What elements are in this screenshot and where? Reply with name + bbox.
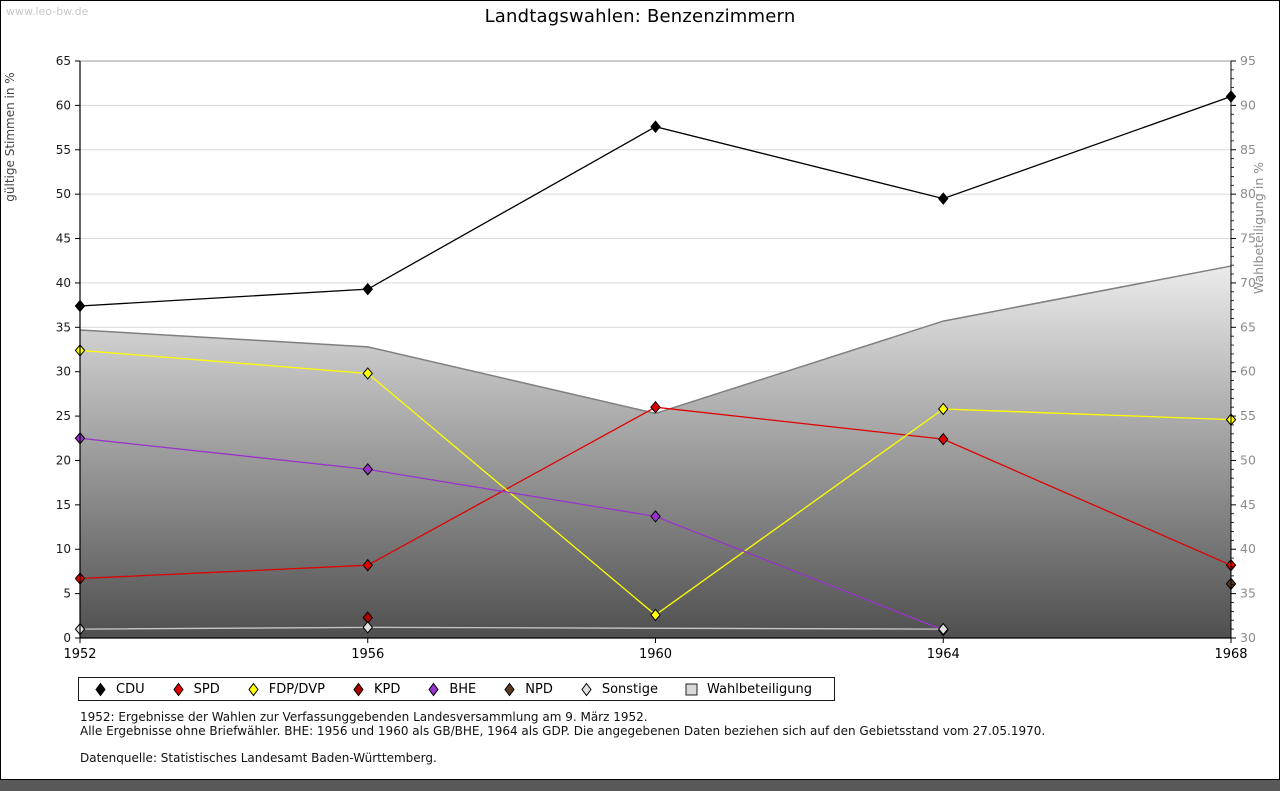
legend-marker-sonstige-icon	[581, 682, 592, 696]
legend-item-bhe: BHE	[426, 682, 476, 697]
svg-text:95: 95	[1240, 53, 1256, 68]
legend-item-wahlbeteiligung: Wahlbeteiligung	[684, 682, 812, 697]
footnote-line-1: 1952: Ergebnisse der Wahlen zur Verfassu…	[80, 710, 648, 724]
svg-text:90: 90	[1240, 97, 1256, 112]
svg-text:30: 30	[1240, 630, 1256, 645]
legend-label-cdu: CDU	[116, 681, 145, 697]
svg-text:70: 70	[1240, 275, 1256, 290]
svg-text:50: 50	[56, 187, 71, 201]
svg-text:55: 55	[56, 143, 71, 157]
legend-label-bhe: BHE	[449, 681, 477, 697]
bottom-bar	[0, 780, 1280, 791]
svg-text:75: 75	[1240, 231, 1256, 246]
svg-text:45: 45	[1240, 497, 1256, 512]
legend-item-sonstige: Sonstige	[579, 682, 658, 697]
footnote-line-2: Alle Ergebnisse ohne Briefwähler. BHE: 1…	[80, 724, 1046, 738]
legend-label-kpd: KPD	[373, 681, 401, 697]
svg-text:50: 50	[1240, 452, 1256, 467]
legend-label-spd: SPD	[193, 681, 220, 697]
legend-marker-npd-icon	[504, 682, 515, 696]
svg-text:80: 80	[1240, 186, 1256, 201]
legend-marker-spd-icon	[172, 682, 184, 696]
legend-marker-cdu-icon	[95, 682, 106, 696]
legend-item-fdp-dvp: FDP/DVP	[246, 682, 325, 697]
svg-text:10: 10	[56, 542, 71, 556]
svg-text:65: 65	[1240, 319, 1256, 334]
svg-text:25: 25	[56, 409, 71, 423]
svg-text:45: 45	[56, 232, 71, 246]
svg-text:60: 60	[56, 98, 71, 112]
legend-label-fdp-dvp: FDP/DVP	[268, 681, 325, 697]
svg-text:1960: 1960	[639, 647, 672, 662]
svg-text:65: 65	[56, 54, 71, 68]
chart-legend: CDU SPD FDP/DVP KPD BHE NPD Sonstige Wahlbeteil…	[78, 677, 835, 701]
svg-text:1964: 1964	[927, 647, 960, 662]
svg-text:0: 0	[63, 631, 71, 645]
legend-item-npd: NPD	[502, 682, 553, 697]
election-chart-canvas: 0 5 10 15 20 25 30 35 40 45 50 55 60 65 30 35 40 45 50 55 60…	[3, 53, 1266, 662]
svg-text:Wahlbeteiligung in %: Wahlbeteiligung in %	[1251, 162, 1266, 294]
svg-text:5: 5	[63, 587, 71, 601]
svg-text:35: 35	[1240, 586, 1256, 601]
svg-text:85: 85	[1240, 142, 1256, 157]
svg-text:55: 55	[1240, 408, 1256, 423]
legend-label-sonstige: Sonstige	[601, 681, 659, 697]
legend-marker-bhe-icon	[428, 682, 439, 696]
legend-marker-fdp-dvp-icon	[248, 682, 259, 696]
chart-title: Landtagswahlen: Benzenzimmern	[484, 6, 796, 27]
svg-text:30: 30	[56, 365, 71, 379]
svg-text:1956: 1956	[351, 647, 384, 662]
legend-label-wahlbeteiligung: Wahlbeteiligung	[707, 681, 813, 697]
svg-text:1952: 1952	[63, 647, 96, 662]
svg-text:60: 60	[1240, 364, 1256, 379]
svg-text:15: 15	[56, 498, 71, 512]
legend-item-kpd: KPD	[351, 682, 400, 697]
svg-text:40: 40	[1240, 541, 1256, 556]
svg-text:gültige Stimmen in %: gültige Stimmen in %	[3, 72, 17, 201]
svg-text:20: 20	[56, 453, 71, 467]
legend-marker-kpd-icon	[353, 682, 364, 696]
legend-item-spd: SPD	[171, 682, 220, 697]
legend-item-cdu: CDU	[93, 682, 145, 697]
watermark-text: www.leo-bw.de	[6, 5, 89, 18]
svg-text:35: 35	[56, 320, 71, 334]
footnotes: 1952: Ergebnisse der Wahlen zur Verfassu…	[80, 710, 1045, 765]
legend-marker-wahlbeteiligung-icon	[685, 683, 698, 695]
svg-text:1968: 1968	[1214, 647, 1247, 662]
svg-text:40: 40	[56, 276, 71, 290]
footnote-source: Datenquelle: Statistisches Landesamt Bad…	[80, 751, 437, 765]
legend-label-npd: NPD	[525, 681, 553, 697]
